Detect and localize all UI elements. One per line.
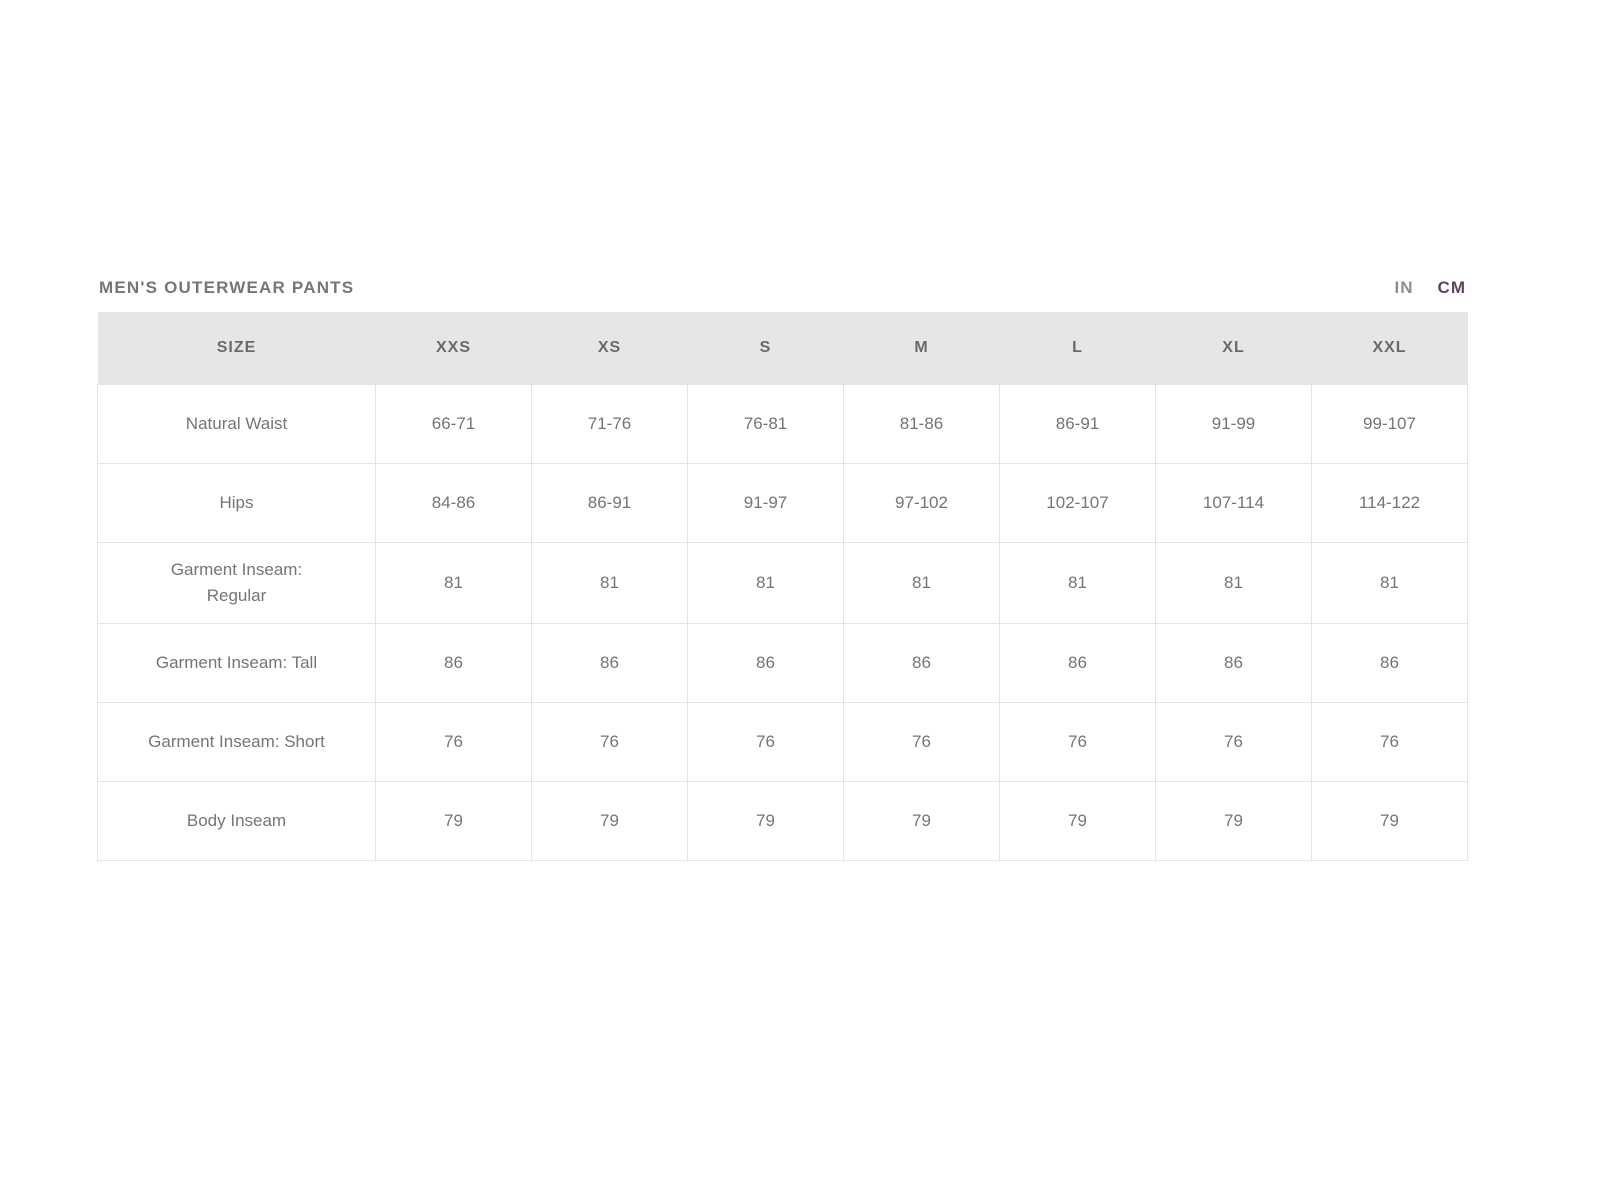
table-cell: 86-91 bbox=[999, 384, 1156, 464]
table-cell: 76-81 bbox=[687, 384, 844, 464]
column-header-size: SIZE bbox=[97, 312, 376, 385]
table-cell: 76 bbox=[531, 702, 688, 782]
table-cell: 76 bbox=[375, 702, 532, 782]
table-cell: 81 bbox=[375, 542, 532, 624]
column-header-xl: XL bbox=[1155, 312, 1312, 385]
table-cell: 81 bbox=[531, 542, 688, 624]
chart-header: MEN'S OUTERWEAR PANTS IN CM bbox=[97, 278, 1468, 298]
table-cell: 97-102 bbox=[843, 463, 1000, 543]
table-cell: 76 bbox=[1311, 702, 1468, 782]
table-cell: 86 bbox=[999, 623, 1156, 703]
row-label: Natural Waist bbox=[97, 384, 376, 464]
table-cell: 86 bbox=[843, 623, 1000, 703]
table-cell: 71-76 bbox=[531, 384, 688, 464]
table-cell: 81 bbox=[1155, 542, 1312, 624]
size-chart: MEN'S OUTERWEAR PANTS IN CM SIZE XXS XS S M L… bbox=[97, 278, 1468, 861]
column-header-xxs: XXS bbox=[375, 312, 532, 385]
unit-cm-button[interactable]: CM bbox=[1437, 278, 1466, 297]
row-label: Garment Inseam: Tall bbox=[97, 623, 376, 703]
table-cell: 76 bbox=[843, 702, 1000, 782]
size-table: SIZE XXS XS S M L XL XXL Natural Waist 66-71 71-7… bbox=[97, 312, 1468, 861]
table-cell: 79 bbox=[375, 781, 532, 861]
row-label: Garment Inseam: Short bbox=[97, 702, 376, 782]
column-header-l: L bbox=[999, 312, 1156, 385]
table-cell: 79 bbox=[1155, 781, 1312, 861]
table-cell: 86-91 bbox=[531, 463, 688, 543]
table-cell: 81 bbox=[1311, 542, 1468, 624]
table-cell: 102-107 bbox=[999, 463, 1156, 543]
table-row: Garment Inseam: Short 76 76 76 76 76 76 76 bbox=[97, 702, 1468, 782]
table-cell: 66-71 bbox=[375, 384, 532, 464]
table-row: Garment Inseam: Regular 81 81 81 81 81 81 81 bbox=[97, 542, 1468, 624]
table-cell: 86 bbox=[687, 623, 844, 703]
table-cell: 91-97 bbox=[687, 463, 844, 543]
table-cell: 76 bbox=[687, 702, 844, 782]
table-cell: 86 bbox=[375, 623, 532, 703]
row-label: Body Inseam bbox=[97, 781, 376, 861]
table-cell: 79 bbox=[687, 781, 844, 861]
table-cell: 79 bbox=[1311, 781, 1468, 861]
table-cell: 86 bbox=[1155, 623, 1312, 703]
unit-in-button[interactable]: IN bbox=[1394, 278, 1414, 297]
table-row: Natural Waist 66-71 71-76 76-81 81-86 86-91 91… bbox=[97, 384, 1468, 464]
table-cell: 107-114 bbox=[1155, 463, 1312, 543]
column-header-xs: XS bbox=[531, 312, 688, 385]
table-cell: 76 bbox=[999, 702, 1156, 782]
table-header-row: SIZE XXS XS S M L XL XXL bbox=[97, 312, 1468, 385]
table-cell: 79 bbox=[843, 781, 1000, 861]
table-cell: 86 bbox=[531, 623, 688, 703]
table-cell: 84-86 bbox=[375, 463, 532, 543]
table-cell: 76 bbox=[1155, 702, 1312, 782]
row-label: Garment Inseam: Regular bbox=[97, 542, 376, 624]
page-title: MEN'S OUTERWEAR PANTS bbox=[99, 278, 355, 297]
table-row: Hips 84-86 86-91 91-97 97-102 102-107 107-114 1… bbox=[97, 463, 1468, 543]
table-cell: 81 bbox=[843, 542, 1000, 624]
table-cell: 86 bbox=[1311, 623, 1468, 703]
column-header-xxl: XXL bbox=[1311, 312, 1468, 385]
column-header-m: M bbox=[843, 312, 1000, 385]
table-cell: 79 bbox=[531, 781, 688, 861]
column-header-s: S bbox=[687, 312, 844, 385]
table-cell: 79 bbox=[999, 781, 1156, 861]
row-label: Hips bbox=[97, 463, 376, 543]
table-row: Garment Inseam: Tall 86 86 86 86 86 86 86 bbox=[97, 623, 1468, 703]
table-cell: 91-99 bbox=[1155, 384, 1312, 464]
table-cell: 81-86 bbox=[843, 384, 1000, 464]
unit-toggle: IN CM bbox=[1395, 278, 1466, 298]
table-cell: 114-122 bbox=[1311, 463, 1468, 543]
table-cell: 81 bbox=[999, 542, 1156, 624]
table-row: Body Inseam 79 79 79 79 79 79 79 bbox=[97, 781, 1468, 861]
table-cell: 81 bbox=[687, 542, 844, 624]
table-body: Natural Waist 66-71 71-76 76-81 81-86 86-91 91… bbox=[97, 384, 1468, 861]
table-cell: 99-107 bbox=[1311, 384, 1468, 464]
